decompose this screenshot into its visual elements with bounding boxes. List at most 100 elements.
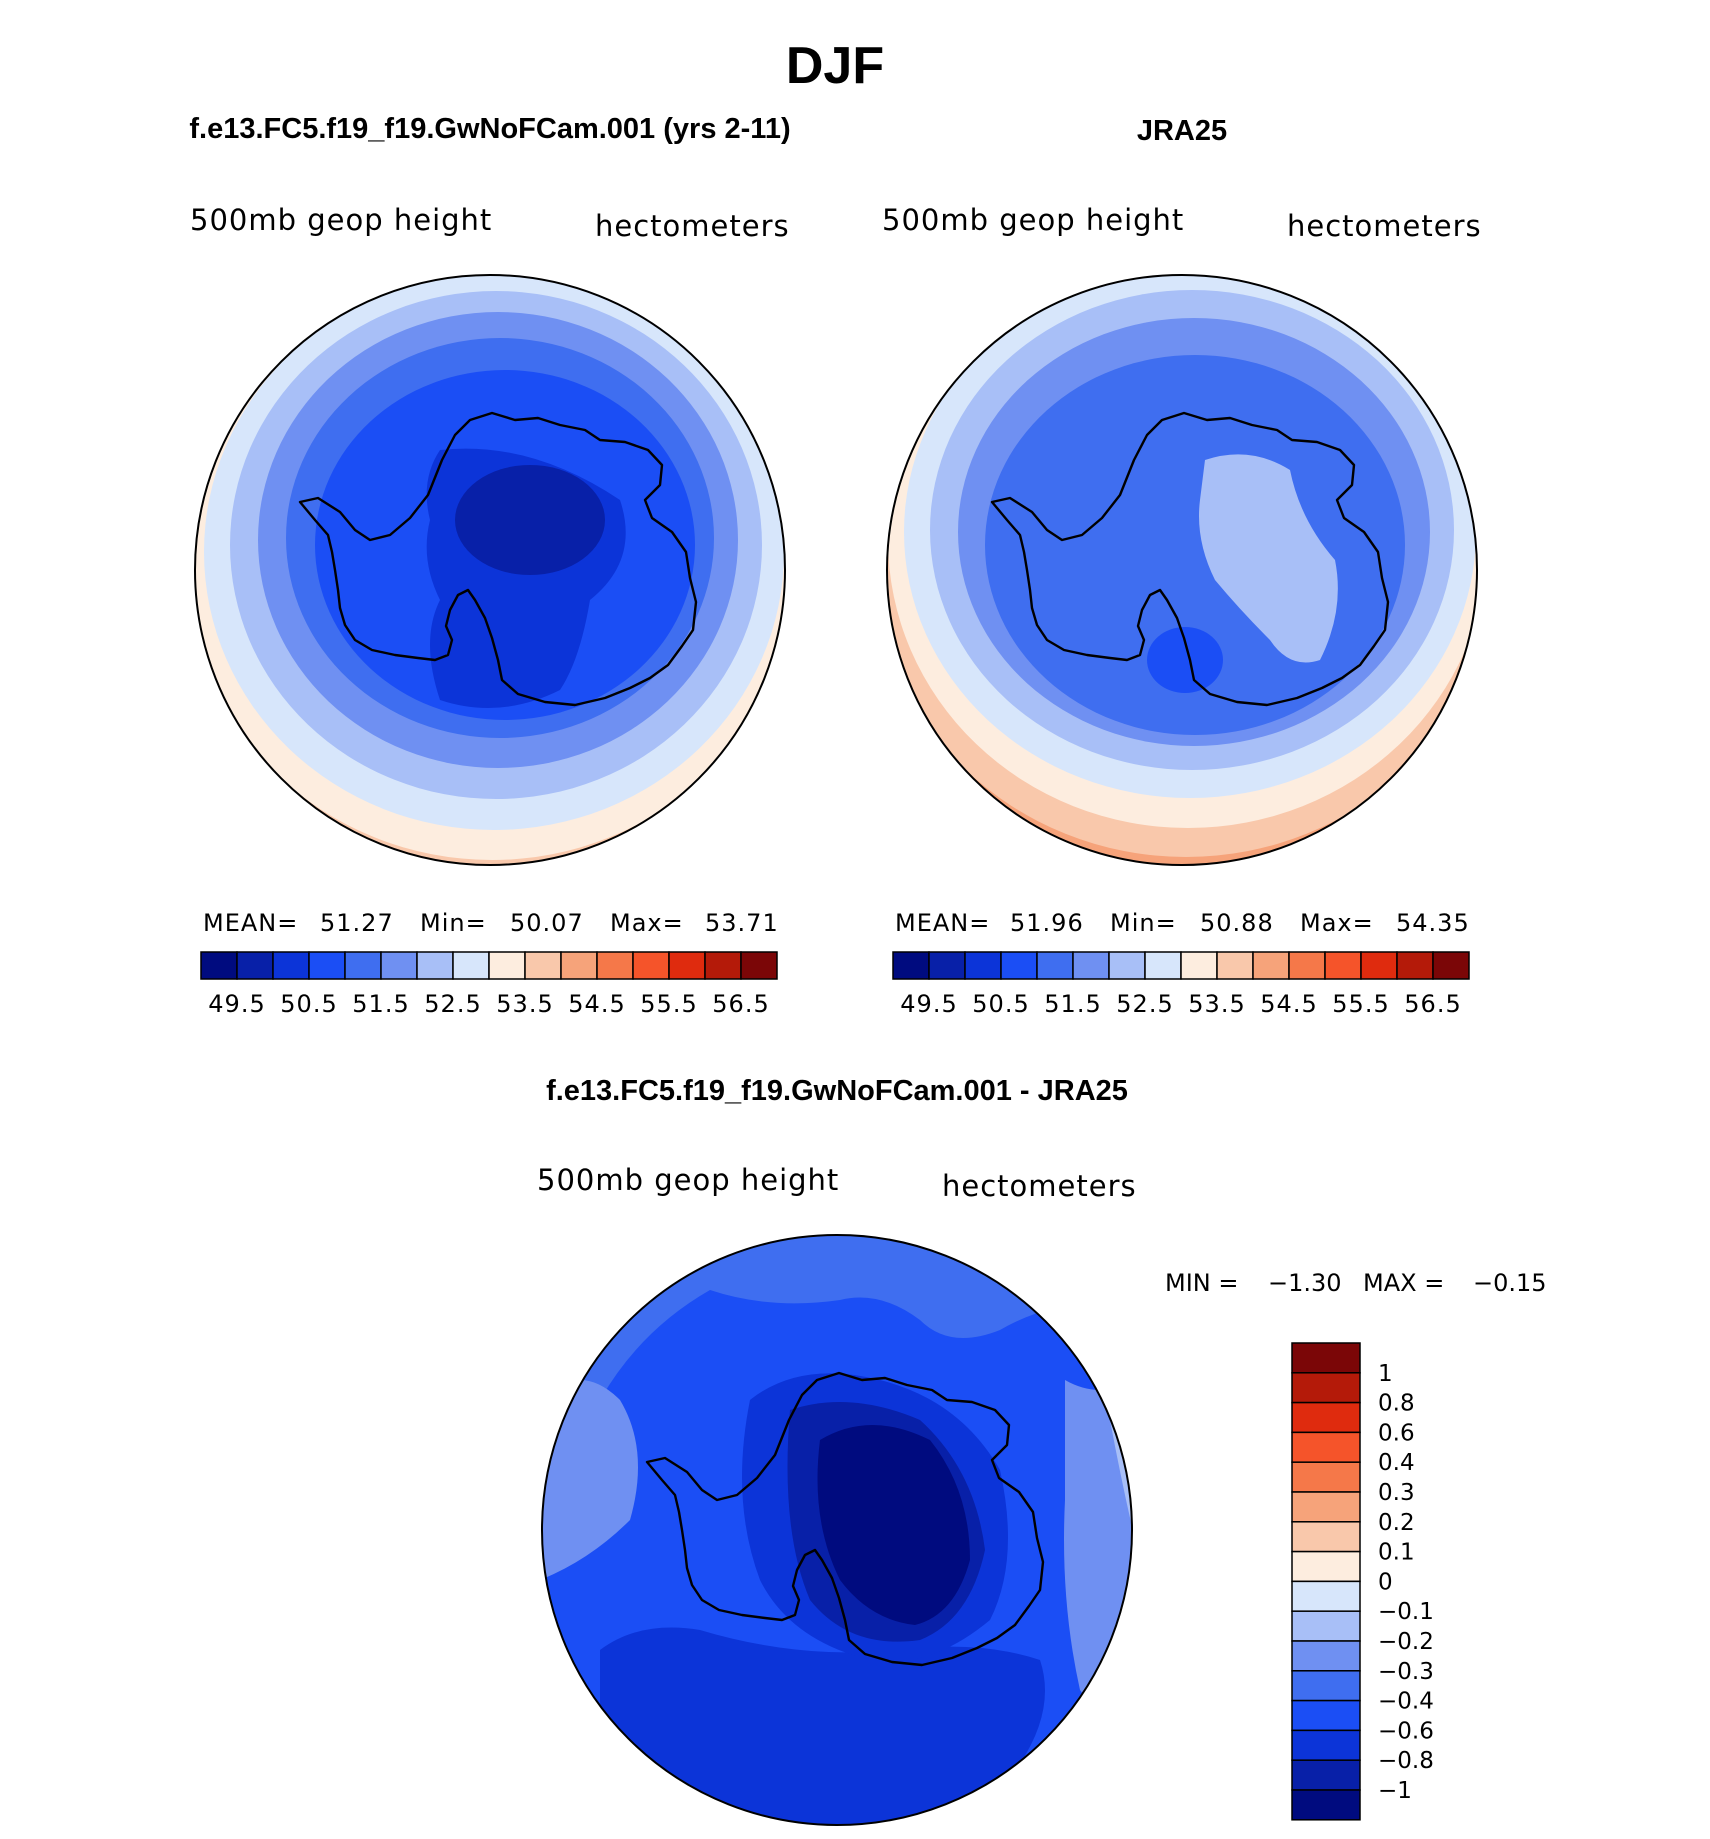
panel-model-units: hectometers <box>595 209 790 243</box>
colorbar-swatch <box>200 951 238 980</box>
panel-diff-min: −1.30 <box>1268 1269 1342 1297</box>
colorbar-swatch <box>1291 1491 1361 1523</box>
panel-obs-max: 54.35 <box>1396 909 1470 937</box>
panel-obs-title: JRA25 <box>1137 115 1227 147</box>
colorbar-swatch <box>344 951 382 980</box>
panel-obs-units: hectometers <box>1287 209 1482 243</box>
colorbar-swatch <box>1072 951 1110 980</box>
panel-model-mean-label: MEAN= <box>203 909 298 937</box>
colorbar-label: 55.5 <box>640 990 697 1018</box>
colorbar-label: 56.5 <box>712 990 769 1018</box>
colorbar-swatch <box>1288 951 1326 980</box>
panel-diff: f.e13.FC5.f19_f19.GwNoFCam.001 - JRA25 5… <box>537 1075 1547 1826</box>
colorbar-label: 49.5 <box>208 990 265 1018</box>
colorbar-swatch <box>308 951 346 980</box>
colorbar-swatch <box>1291 1670 1361 1702</box>
colorbar-swatch <box>1432 951 1470 980</box>
colorbar-label: 0 <box>1378 1569 1393 1595</box>
panel-diff-colorbar <box>1291 1342 1361 1821</box>
colorbar-swatch <box>1108 951 1146 980</box>
colorbar-swatch <box>1291 1729 1361 1761</box>
colorbar-swatch <box>668 951 706 980</box>
colorbar-swatch <box>272 951 310 980</box>
colorbar-label: 53.5 <box>496 990 553 1018</box>
colorbar-swatch <box>1291 1431 1361 1463</box>
panel-diff-min-label: MIN = <box>1165 1269 1238 1297</box>
colorbar-swatch <box>1000 951 1038 980</box>
panel-model-colorbar-labels: 49.5 50.5 51.5 52.5 53.5 54.5 55.5 56.5 <box>208 990 769 1018</box>
colorbar-swatch <box>596 951 634 980</box>
panel-diff-colorbar-labels: 1 0.8 0.6 0.4 0.3 0.2 0.1 0 −0.1 −0.2 −0.3 −0.4 −0.6… <box>1378 1361 1434 1804</box>
panel-model-min: 50.07 <box>510 909 584 937</box>
colorbar-label: −1 <box>1378 1778 1412 1804</box>
panel-diff-title: f.e13.FC5.f19_f19.GwNoFCam.001 - JRA25 <box>546 1075 1128 1107</box>
colorbar-swatch <box>1291 1789 1361 1821</box>
panel-diff-max: −0.15 <box>1473 1269 1547 1297</box>
panel-obs-map <box>887 275 1477 865</box>
colorbar-swatch <box>452 951 490 980</box>
colorbar-label: −0.8 <box>1378 1748 1434 1774</box>
colorbar-swatch <box>524 951 562 980</box>
panel-obs-colorbar <box>892 951 1470 980</box>
colorbar-swatch <box>380 951 418 980</box>
colorbar-label: 53.5 <box>1188 990 1245 1018</box>
colorbar-label: 54.5 <box>568 990 625 1018</box>
panel-model-title: f.e13.FC5.f19_f19.GwNoFCam.001 (yrs 2-11… <box>189 113 790 145</box>
colorbar-swatch <box>1036 951 1074 980</box>
colorbar-label: 52.5 <box>424 990 481 1018</box>
panel-model-colorbar <box>200 951 778 980</box>
colorbar-swatch <box>1360 951 1398 980</box>
colorbar-label: 54.5 <box>1260 990 1317 1018</box>
figure-title: DJF <box>786 37 884 95</box>
colorbar-swatch <box>1180 951 1218 980</box>
colorbar-swatch <box>1291 1580 1361 1612</box>
colorbar-swatch <box>1396 951 1434 980</box>
colorbar-label: −0.3 <box>1378 1659 1434 1685</box>
panel-diff-map <box>542 1235 1132 1825</box>
colorbar-swatch <box>1291 1610 1361 1642</box>
colorbar-swatch <box>1291 1372 1361 1404</box>
panel-obs-min: 50.88 <box>1200 909 1274 937</box>
panel-obs-variable: 500mb geop height <box>882 203 1184 237</box>
panel-diff-units: hectometers <box>942 1169 1137 1203</box>
panel-obs-colorbar-labels: 49.5 50.5 51.5 52.5 53.5 54.5 55.5 56.5 <box>900 990 1461 1018</box>
colorbar-swatch <box>1291 1759 1361 1791</box>
panel-diff-max-label: MAX = <box>1363 1269 1444 1297</box>
colorbar-label: 0.4 <box>1378 1450 1415 1476</box>
panel-obs: JRA25 500mb geop height hectometers MEAN… <box>882 115 1482 1018</box>
panel-obs-mean-label: MEAN= <box>895 909 990 937</box>
colorbar-swatch <box>1291 1401 1361 1434</box>
colorbar-label: 50.5 <box>280 990 337 1018</box>
panel-diff-variable: 500mb geop height <box>537 1163 839 1197</box>
panel-model: f.e13.FC5.f19_f19.GwNoFCam.001 (yrs 2-11… <box>189 113 790 1018</box>
panel-model-mean: 51.27 <box>320 909 394 937</box>
colorbar-label: 51.5 <box>352 990 409 1018</box>
panel-model-variable: 500mb geop height <box>190 203 492 237</box>
colorbar-swatch <box>1291 1342 1361 1374</box>
colorbar-swatch <box>1324 951 1362 980</box>
colorbar-label: −0.2 <box>1378 1629 1434 1655</box>
colorbar-label: 51.5 <box>1044 990 1101 1018</box>
colorbar-swatch <box>740 951 778 980</box>
colorbar-swatch <box>1144 951 1182 980</box>
colorbar-label: 55.5 <box>1332 990 1389 1018</box>
panel-model-max: 53.71 <box>705 909 779 937</box>
panel-obs-mean: 51.96 <box>1010 909 1084 937</box>
colorbar-label: −0.6 <box>1378 1718 1434 1744</box>
colorbar-label: 52.5 <box>1116 990 1173 1018</box>
colorbar-swatch <box>1291 1640 1361 1672</box>
colorbar-swatch <box>416 951 454 980</box>
colorbar-label: 0.1 <box>1378 1540 1415 1566</box>
colorbar-swatch <box>928 951 966 980</box>
panel-model-min-label: Min= <box>420 909 487 937</box>
colorbar-swatch <box>488 951 526 980</box>
colorbar-label: 0.3 <box>1378 1480 1415 1506</box>
colorbar-label: 0.8 <box>1378 1391 1415 1417</box>
colorbar-swatch <box>892 951 930 980</box>
colorbar-swatch <box>1291 1699 1361 1732</box>
colorbar-label: 56.5 <box>1404 990 1461 1018</box>
colorbar-label: −0.4 <box>1378 1689 1434 1715</box>
panel-model-map <box>195 275 785 865</box>
panel-model-max-label: Max= <box>610 909 684 937</box>
